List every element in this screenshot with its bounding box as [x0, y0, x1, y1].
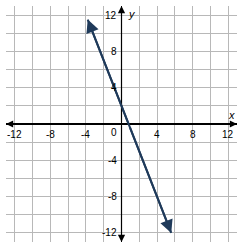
- svg-text:12: 12: [105, 10, 117, 21]
- svg-text:-4: -4: [81, 129, 90, 140]
- svg-text:8: 8: [111, 46, 117, 57]
- svg-text:-4: -4: [108, 155, 117, 166]
- svg-text:-8: -8: [46, 129, 55, 140]
- svg-text:y: y: [128, 8, 136, 20]
- svg-text:12: 12: [222, 129, 234, 140]
- svg-text:0: 0: [111, 127, 117, 138]
- svg-text:8: 8: [190, 129, 196, 140]
- svg-text:-12: -12: [102, 227, 117, 238]
- svg-text:-8: -8: [108, 191, 117, 202]
- svg-text:-12: -12: [7, 129, 22, 140]
- svg-text:x: x: [228, 109, 235, 121]
- svg-text:4: 4: [111, 82, 117, 93]
- svg-text:4: 4: [154, 129, 160, 140]
